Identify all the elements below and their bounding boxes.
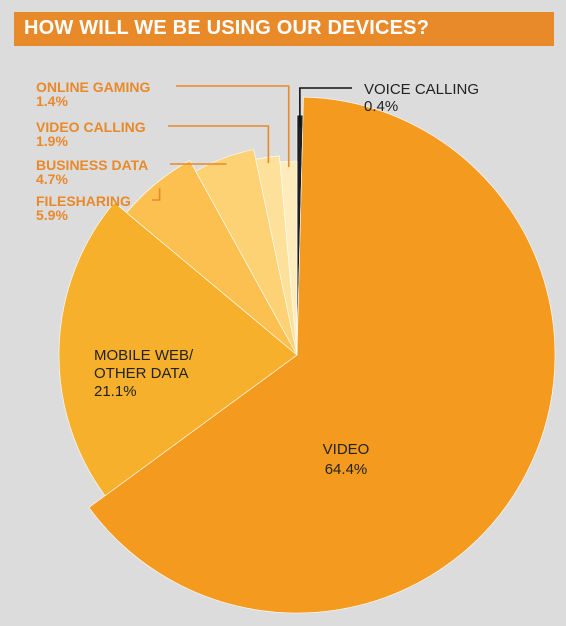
pie-slice-filesharing [126, 160, 298, 356]
value-video-calling: 1.9% [36, 133, 68, 149]
leader-line-video-calling [168, 125, 270, 164]
pie-slice-mobile-web-other-data [58, 202, 298, 497]
pie-slice-video-calling [255, 155, 298, 356]
label-filesharing: FILESHARING [36, 193, 131, 209]
chart-title: HOW WILL WE BE USING OUR DEVICES? [24, 17, 430, 39]
pie-slice-video [88, 96, 556, 614]
leader-line-voice-calling [299, 87, 352, 128]
label-online-gaming: ONLINE GAMING [36, 79, 150, 95]
value-online-gaming: 1.4% [36, 93, 68, 109]
label-mobile-web-line2: OTHER DATA [94, 365, 188, 382]
label-mobile-web-line1: MOBILE WEB/ [94, 347, 194, 364]
label-business-data: BUSINESS DATA [36, 157, 148, 173]
value-business-data: 4.7% [36, 171, 68, 187]
label-voice-calling: VOICE CALLING [364, 81, 479, 98]
value-voice-calling: 0.4% [364, 98, 398, 115]
leader-line-filesharing [152, 188, 161, 201]
label-video-calling: VIDEO CALLING [36, 119, 146, 135]
pie-slice-business-data [195, 149, 298, 356]
leader-line-online-gaming [176, 85, 290, 168]
value-mobile-web: 21.1% [94, 383, 137, 400]
label-video: VIDEO [323, 441, 370, 458]
title-bar: HOW WILL WE BE USING OUR DEVICES? [14, 12, 554, 46]
value-filesharing: 5.9% [36, 207, 68, 223]
value-video: 64.4% [325, 461, 368, 478]
